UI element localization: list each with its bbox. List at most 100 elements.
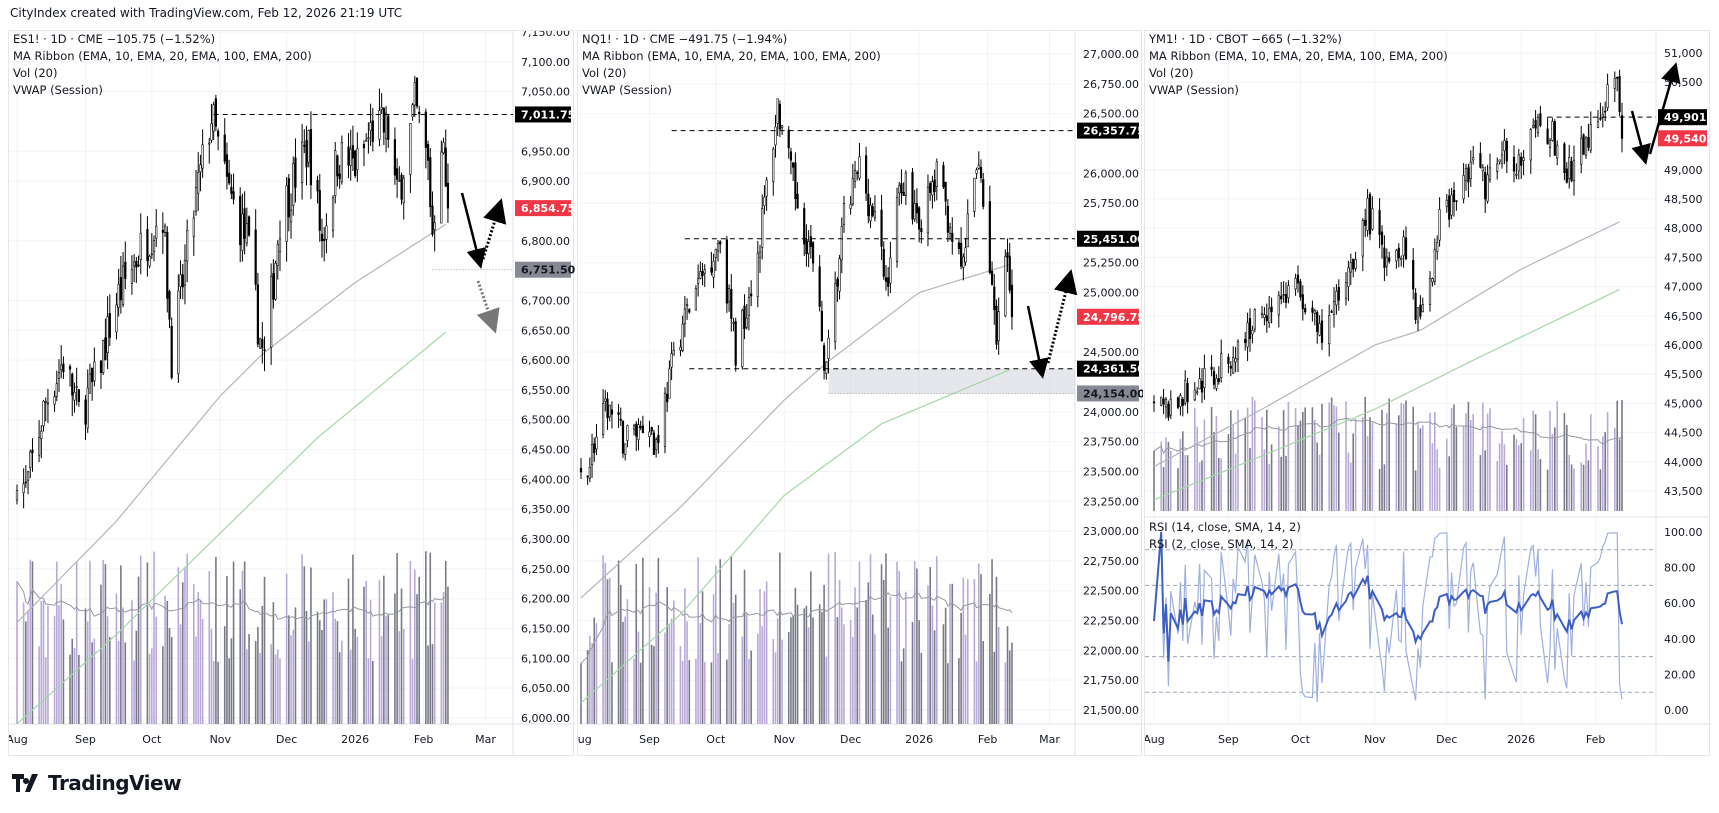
rsi14-line[interactable] [1153,531,1623,662]
candle [247,216,251,236]
rsi2-line[interactable] [1153,531,1623,703]
projection-arrow-dotted[interactable] [481,198,507,260]
vwap-legend[interactable]: VWAP (Session) [13,83,103,97]
symbol-legend[interactable]: YM1! · 1D · CBOT −665 (−1.32%) [1149,32,1342,46]
volume-bar [951,583,954,724]
volume-bar [1599,469,1602,511]
chart-panel-nq[interactable]: 27,000.00 26,750.00 26,500.00 26,000.00 25,7… [577,30,1143,756]
support-zone[interactable] [828,368,1075,394]
volume-bar [1354,418,1357,511]
projection-arrow-dotted[interactable] [476,280,500,334]
ema200-line[interactable] [580,369,1010,704]
volume-bar [765,581,768,724]
projection-arrow[interactable] [460,192,487,269]
volume-bar [378,579,381,724]
volume-bar [1604,432,1606,511]
candle [1212,371,1216,385]
candle [1479,153,1482,168]
candle [37,437,41,456]
time-tick-label: Nov [774,733,796,746]
ma-ribbon-legend[interactable]: MA Ribbon (EMA, 10, EMA, 20, EMA, 100, E… [582,49,881,63]
candle [789,151,793,161]
candlestick-series[interactable] [1152,69,1624,421]
projection-arrow[interactable] [1648,62,1681,155]
projection-arrow[interactable] [1026,305,1049,379]
candle [365,139,368,142]
candle [683,308,686,324]
volume-bar [71,638,74,724]
symbol-legend[interactable]: ES1! · 1D · CME −105.75 (−1.52%) [13,32,216,46]
price-level-label: 24,361.50 [1083,363,1143,376]
candle [663,392,667,447]
volume-bar [199,600,202,724]
symbol-legend[interactable]: NQ1! · 1D · CME −491.75 (−1.94%) [582,32,788,46]
volume-bar [301,554,303,724]
candle [1354,259,1357,269]
candle [604,398,607,402]
candle [774,126,777,146]
projection-arrow-dotted[interactable] [1046,269,1078,364]
vwap-legend[interactable]: VWAP (Session) [582,83,672,97]
volume-bar [1551,434,1554,511]
candle [351,145,355,159]
volume-legend[interactable]: Vol (20) [582,66,627,80]
candle [1203,368,1206,389]
candle [1505,140,1508,162]
ma-ribbon-legend[interactable]: MA Ribbon (EMA, 10, EMA, 20, EMA, 100, E… [13,49,312,63]
projection-arrow[interactable] [1630,110,1651,165]
time-tick-label: Feb [414,733,433,746]
chart-panel-es[interactable]: 7,150.00 7,100.00 7,050.00 6,950.00 6,900.00… [8,30,575,756]
ema200-line[interactable] [16,331,447,725]
candle [617,412,620,415]
tradingview-logo[interactable]: TradingView [12,771,182,795]
rsi14-legend[interactable]: RSI (14, close, SMA, 14, 2) [1149,520,1301,534]
volume-bar [734,594,737,724]
volume-bar [73,647,76,724]
chart-canvas[interactable]: 7,150.00 7,100.00 7,050.00 6,950.00 6,900.00… [9,31,575,755]
volume-bar [1230,410,1232,511]
ma-ribbon-legend[interactable]: MA Ribbon (EMA, 10, EMA, 20, EMA, 100, E… [1149,49,1448,63]
ema100-line[interactable] [580,264,1010,599]
volume-legend[interactable]: Vol (20) [1149,66,1194,80]
candlestick-series[interactable] [15,76,450,509]
price-tick-label: 6,550.00 [521,384,570,397]
candlestick-series[interactable] [579,98,1014,485]
price-tick-label: 25,000.00 [1083,287,1139,300]
candle [1010,284,1014,318]
volume-bar [414,569,416,724]
volume-legend[interactable]: Vol (20) [13,66,58,80]
volume-bar [135,630,138,724]
candle [1152,401,1156,404]
volume-bar [120,565,122,724]
candle [1232,357,1235,374]
candle [811,242,815,264]
candle [1606,84,1609,109]
candle [1584,137,1588,156]
chart-canvas[interactable]: 51,00050,50049,00048,50048,00047,50047,0… [1145,31,1711,755]
candle [756,252,759,297]
candle [1496,163,1499,172]
volume-bar [1546,469,1549,511]
candle [889,257,892,284]
volume-bar [1422,425,1424,511]
price-tick-label: 44,000 [1664,456,1703,469]
volume-bar [1338,432,1340,511]
volume-bar [195,636,197,724]
candle [1481,167,1484,172]
volume-bar [254,641,257,724]
volume-bar [336,621,339,724]
volume-bar [1244,417,1246,511]
candle [1280,295,1283,300]
candle [679,346,682,351]
candle [245,223,248,244]
volume-bar [805,605,808,724]
ema100-line[interactable] [1153,221,1620,468]
rsi2-legend[interactable]: RSI (2, close, SMA, 14, 2) [1149,537,1294,551]
ema200-line[interactable] [1153,288,1620,501]
ema100-line[interactable] [16,223,447,623]
chart-panel-ym[interactable]: 51,000 50,500 49,000 48,500 48,000 47,500 47,0… [1144,30,1711,756]
volume-ma-line [1153,417,1623,455]
vwap-legend[interactable]: VWAP (Session) [1149,83,1239,97]
chart-canvas[interactable]: 27,000.00 26,750.00 26,500.00 26,000.00 25,7… [578,31,1143,755]
candle [369,122,372,131]
